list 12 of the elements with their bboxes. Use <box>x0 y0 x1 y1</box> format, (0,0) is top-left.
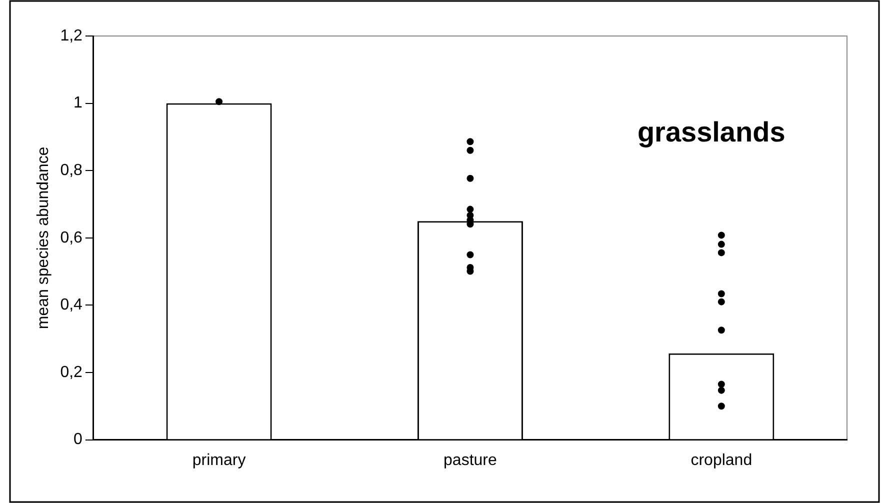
y-tick-label: 1 <box>74 94 83 112</box>
y-tick-label: 1,2 <box>60 27 83 44</box>
y-axis-title: mean species abundance <box>35 146 52 330</box>
x-tick-label: primary <box>192 452 246 469</box>
y-tick-label: 0,8 <box>60 162 83 180</box>
y-tick-label: 0 <box>74 431 83 448</box>
y-tick-label: 0,2 <box>60 364 83 381</box>
y-tick-label: 0,6 <box>60 229 83 246</box>
y-tick-label: 0,4 <box>60 296 83 314</box>
x-tick-label: pasture <box>444 452 497 469</box>
x-tick-label: cropland <box>690 452 752 469</box>
annotation: grasslands <box>637 116 786 148</box>
